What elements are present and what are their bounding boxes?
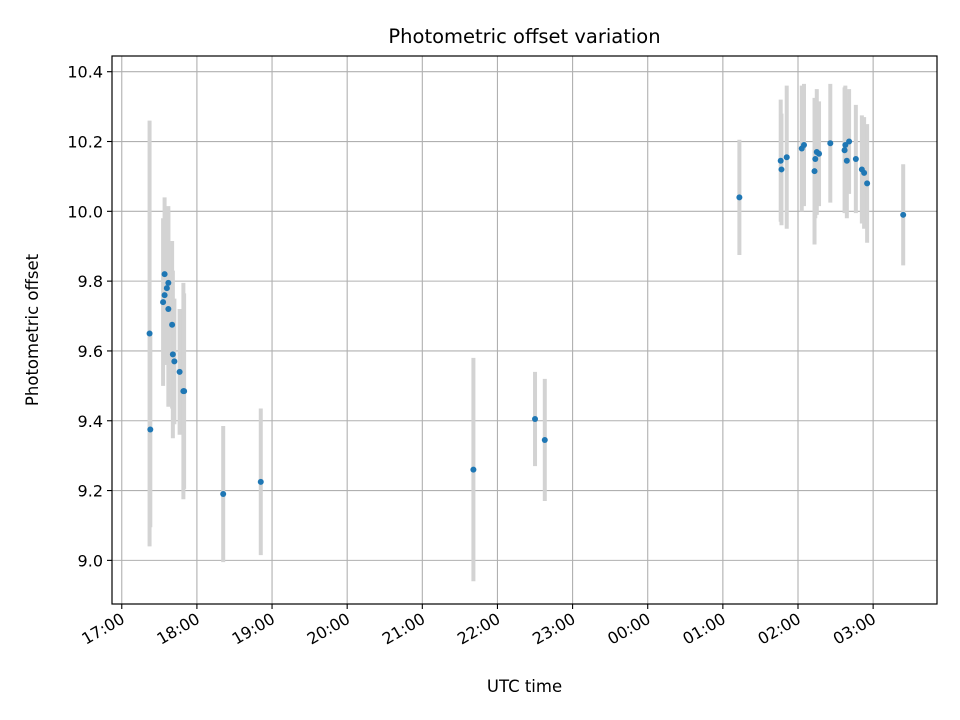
y-tick-label: 9.8 [78, 272, 103, 291]
chart-title: Photometric offset variation [388, 25, 660, 48]
data-point [811, 168, 818, 175]
y-tick-label: 10.2 [67, 133, 103, 152]
data-point [161, 292, 168, 299]
y-axis: 9.0 9.2 9.4 9.6 9.8 10.0 10.2 10.4 [67, 63, 112, 570]
data-point [783, 154, 790, 161]
data-point [181, 388, 188, 395]
data-point [165, 306, 172, 313]
data-point [852, 155, 859, 162]
data-point [843, 157, 850, 164]
data-point [147, 426, 154, 433]
data-points [146, 138, 907, 498]
data-point [827, 140, 834, 147]
y-tick-label: 9.2 [78, 482, 103, 501]
data-point [736, 194, 743, 201]
data-point [801, 142, 808, 149]
data-point [470, 466, 477, 473]
data-point [541, 436, 548, 443]
data-point [816, 150, 823, 157]
data-point [165, 279, 172, 286]
data-point [532, 416, 539, 423]
y-tick-label: 9.4 [78, 412, 103, 431]
data-point [846, 138, 853, 145]
data-point [257, 478, 264, 485]
x-axis-label: UTC time [487, 677, 562, 696]
data-point [169, 321, 176, 328]
data-point [161, 271, 168, 278]
grid [112, 56, 937, 604]
plot-frame [111, 55, 938, 605]
data-point [160, 299, 167, 306]
y-tick-label: 10.4 [67, 63, 103, 82]
data-point [169, 351, 176, 358]
data-point [777, 157, 784, 164]
data-point [841, 147, 848, 154]
data-point [176, 368, 183, 375]
data-point [864, 180, 871, 187]
data-point [220, 491, 227, 498]
y-tick-label: 9.0 [78, 551, 103, 570]
data-point [146, 330, 153, 337]
data-point [163, 285, 170, 292]
data-point [842, 142, 849, 149]
data-point [861, 169, 868, 176]
data-point [171, 358, 178, 365]
data-point [778, 166, 785, 173]
data-point [900, 211, 907, 218]
y-axis-label: Photometric offset [23, 253, 42, 406]
y-tick-label: 9.6 [78, 342, 103, 361]
y-tick-label: 10.0 [67, 202, 103, 221]
data-point [812, 155, 819, 162]
